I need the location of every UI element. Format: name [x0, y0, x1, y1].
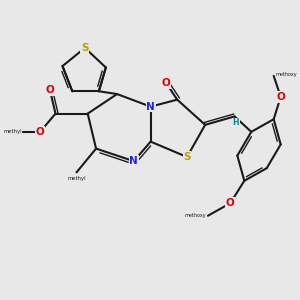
- Text: methyl: methyl: [67, 176, 86, 181]
- Text: O: O: [162, 78, 170, 88]
- Text: O: O: [46, 85, 54, 95]
- Text: O: O: [276, 92, 285, 102]
- Text: S: S: [183, 152, 191, 162]
- Text: N: N: [146, 102, 155, 112]
- Text: S: S: [81, 43, 88, 53]
- Text: methoxy: methoxy: [184, 213, 206, 218]
- Text: methoxy: methoxy: [276, 72, 298, 77]
- Text: O: O: [226, 198, 235, 208]
- Text: N: N: [130, 156, 138, 166]
- Text: methyl: methyl: [3, 129, 22, 134]
- Text: H: H: [233, 118, 239, 127]
- Text: O: O: [36, 127, 44, 137]
